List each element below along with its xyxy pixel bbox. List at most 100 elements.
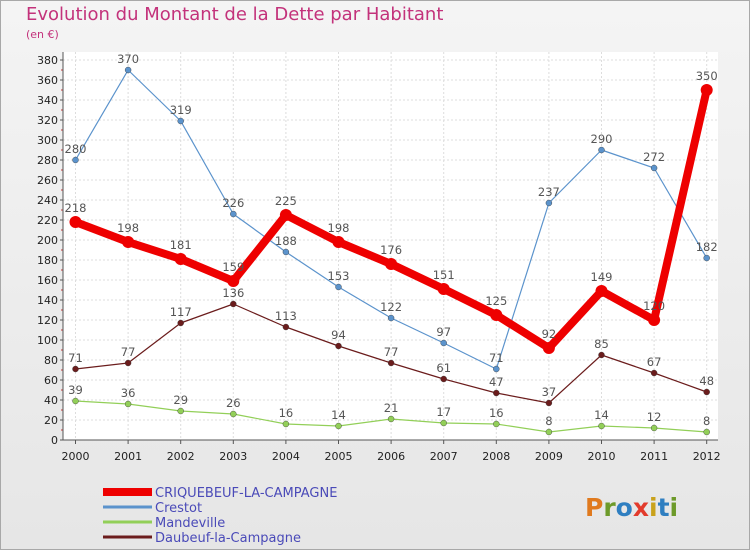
data-label-daubeuf-la-campagne: 37 bbox=[542, 385, 557, 399]
data-label-mandeville: 8 bbox=[545, 414, 552, 428]
data-label-crestot: 122 bbox=[380, 300, 402, 314]
data-label-criquebeuf-la-campagne: 181 bbox=[170, 238, 192, 252]
y-tick-label: 80 bbox=[44, 354, 58, 367]
y-tick-label: 120 bbox=[37, 314, 58, 327]
y-tick-label: 20 bbox=[44, 414, 58, 427]
data-point-crestot bbox=[282, 248, 290, 256]
data-point-mandeville bbox=[124, 400, 132, 408]
data-label-daubeuf-la-campagne: 77 bbox=[121, 345, 136, 359]
data-label-daubeuf-la-campagne: 136 bbox=[222, 286, 244, 300]
data-label-daubeuf-la-campagne: 117 bbox=[170, 305, 192, 319]
data-label-crestot: 188 bbox=[275, 234, 297, 248]
data-point-daubeuf-la-campagne bbox=[282, 323, 290, 331]
data-label-criquebeuf-la-campagne: 149 bbox=[591, 270, 613, 284]
x-tick-label: 2003 bbox=[219, 450, 247, 463]
y-tick-label: 200 bbox=[37, 234, 58, 247]
data-label-mandeville: 21 bbox=[384, 401, 399, 415]
legend-label-criquebeuf-la-campagne: CRIQUEBEUF-LA-CAMPAGNE bbox=[155, 486, 337, 501]
data-point-criquebeuf-la-campagne bbox=[69, 216, 82, 228]
y-tick-label: 240 bbox=[37, 194, 58, 207]
legend: CRIQUEBEUF-LA-CAMPAGNECrestotMandevilleD… bbox=[103, 486, 337, 546]
data-point-mandeville bbox=[440, 419, 447, 427]
data-label-mandeville: 16 bbox=[489, 406, 504, 420]
legend-label-crestot: Crestot bbox=[155, 501, 202, 516]
data-point-mandeville bbox=[387, 415, 395, 423]
data-label-mandeville: 17 bbox=[436, 405, 451, 419]
data-point-criquebeuf-la-campagne bbox=[700, 84, 713, 96]
data-point-daubeuf-la-campagne bbox=[72, 365, 79, 373]
data-point-criquebeuf-la-campagne bbox=[227, 275, 240, 287]
series-lines bbox=[69, 66, 713, 436]
chart-title: Evolution du Montant de la Dette par Hab… bbox=[26, 4, 444, 25]
data-label-criquebeuf-la-campagne: 198 bbox=[328, 221, 350, 235]
data-label-criquebeuf-la-campagne: 350 bbox=[696, 69, 718, 83]
data-point-daubeuf-la-campagne bbox=[545, 399, 553, 407]
x-tick-label: 2005 bbox=[325, 450, 353, 463]
data-point-crestot bbox=[650, 164, 658, 172]
x-tick-label: 2008 bbox=[482, 450, 510, 463]
data-point-crestot bbox=[387, 314, 395, 322]
data-labels: 280 370 319 226 188 153 122 97 71 237 290 272 182 39 3… bbox=[65, 52, 718, 428]
data-point-criquebeuf-la-campagne bbox=[437, 283, 450, 295]
data-label-daubeuf-la-campagne: 67 bbox=[647, 355, 662, 369]
logo-letter: x bbox=[633, 493, 649, 522]
data-point-criquebeuf-la-campagne bbox=[648, 314, 661, 326]
data-point-daubeuf-la-campagne bbox=[650, 369, 658, 377]
plot-area bbox=[63, 52, 718, 440]
data-point-crestot bbox=[230, 210, 237, 218]
data-point-mandeville bbox=[282, 420, 290, 428]
y-tick-label: 100 bbox=[37, 334, 58, 347]
data-label-crestot: 226 bbox=[222, 196, 244, 210]
data-label-daubeuf-la-campagne: 94 bbox=[331, 328, 346, 342]
data-label-crestot: 370 bbox=[117, 52, 139, 66]
y-tick-label: 0 bbox=[51, 434, 58, 447]
data-label-daubeuf-la-campagne: 61 bbox=[436, 361, 451, 375]
data-label-mandeville: 36 bbox=[121, 386, 136, 400]
grid-lines bbox=[63, 52, 718, 441]
data-point-mandeville bbox=[335, 422, 342, 430]
y-tick-label: 260 bbox=[37, 174, 58, 187]
data-label-mandeville: 26 bbox=[226, 396, 241, 410]
x-tick-label: 2004 bbox=[272, 450, 300, 463]
data-point-mandeville bbox=[230, 410, 237, 418]
data-point-crestot bbox=[335, 283, 342, 291]
data-point-criquebeuf-la-campagne bbox=[490, 309, 503, 321]
data-label-crestot: 290 bbox=[591, 132, 613, 146]
logo-letter: r bbox=[603, 493, 616, 522]
data-point-criquebeuf-la-campagne bbox=[595, 285, 608, 297]
data-label-crestot: 280 bbox=[65, 142, 87, 156]
data-point-daubeuf-la-campagne bbox=[335, 342, 342, 350]
data-point-mandeville bbox=[72, 397, 79, 405]
x-tick-label: 2012 bbox=[693, 450, 721, 463]
data-point-mandeville bbox=[703, 428, 710, 436]
data-label-criquebeuf-la-campagne: 159 bbox=[222, 260, 244, 274]
x-tick-label: 2007 bbox=[430, 450, 458, 463]
legend-label-daubeuf-la-campagne: Daubeuf-la-Campagne bbox=[155, 531, 301, 546]
x-tick-label: 2010 bbox=[588, 450, 616, 463]
x-tick-label: 2001 bbox=[114, 450, 142, 463]
data-point-mandeville bbox=[545, 428, 553, 436]
y-tick-label: 320 bbox=[37, 114, 58, 127]
data-point-criquebeuf-la-campagne bbox=[174, 253, 187, 265]
data-label-daubeuf-la-campagne: 48 bbox=[699, 374, 714, 388]
data-point-daubeuf-la-campagne bbox=[177, 319, 184, 327]
logo-letter: t bbox=[658, 493, 670, 522]
data-label-criquebeuf-la-campagne: 225 bbox=[275, 194, 297, 208]
logo-letter: P bbox=[585, 493, 603, 522]
y-tick-label: 220 bbox=[37, 214, 58, 227]
y-tick-label: 300 bbox=[37, 134, 58, 147]
data-point-mandeville bbox=[177, 407, 184, 415]
data-point-crestot bbox=[124, 66, 132, 74]
data-point-daubeuf-la-campagne bbox=[387, 359, 395, 367]
logo-letter: o bbox=[616, 493, 633, 522]
data-point-crestot bbox=[177, 117, 184, 125]
data-label-crestot: 272 bbox=[643, 150, 665, 164]
data-point-criquebeuf-la-campagne bbox=[122, 236, 135, 248]
data-label-mandeville: 14 bbox=[594, 408, 609, 422]
logo-text: Proxiti bbox=[585, 493, 678, 522]
data-point-mandeville bbox=[650, 424, 658, 432]
data-point-daubeuf-la-campagne bbox=[703, 388, 710, 396]
data-point-criquebeuf-la-campagne bbox=[385, 258, 398, 270]
data-point-crestot bbox=[545, 199, 553, 207]
y-tick-label: 160 bbox=[37, 274, 58, 287]
